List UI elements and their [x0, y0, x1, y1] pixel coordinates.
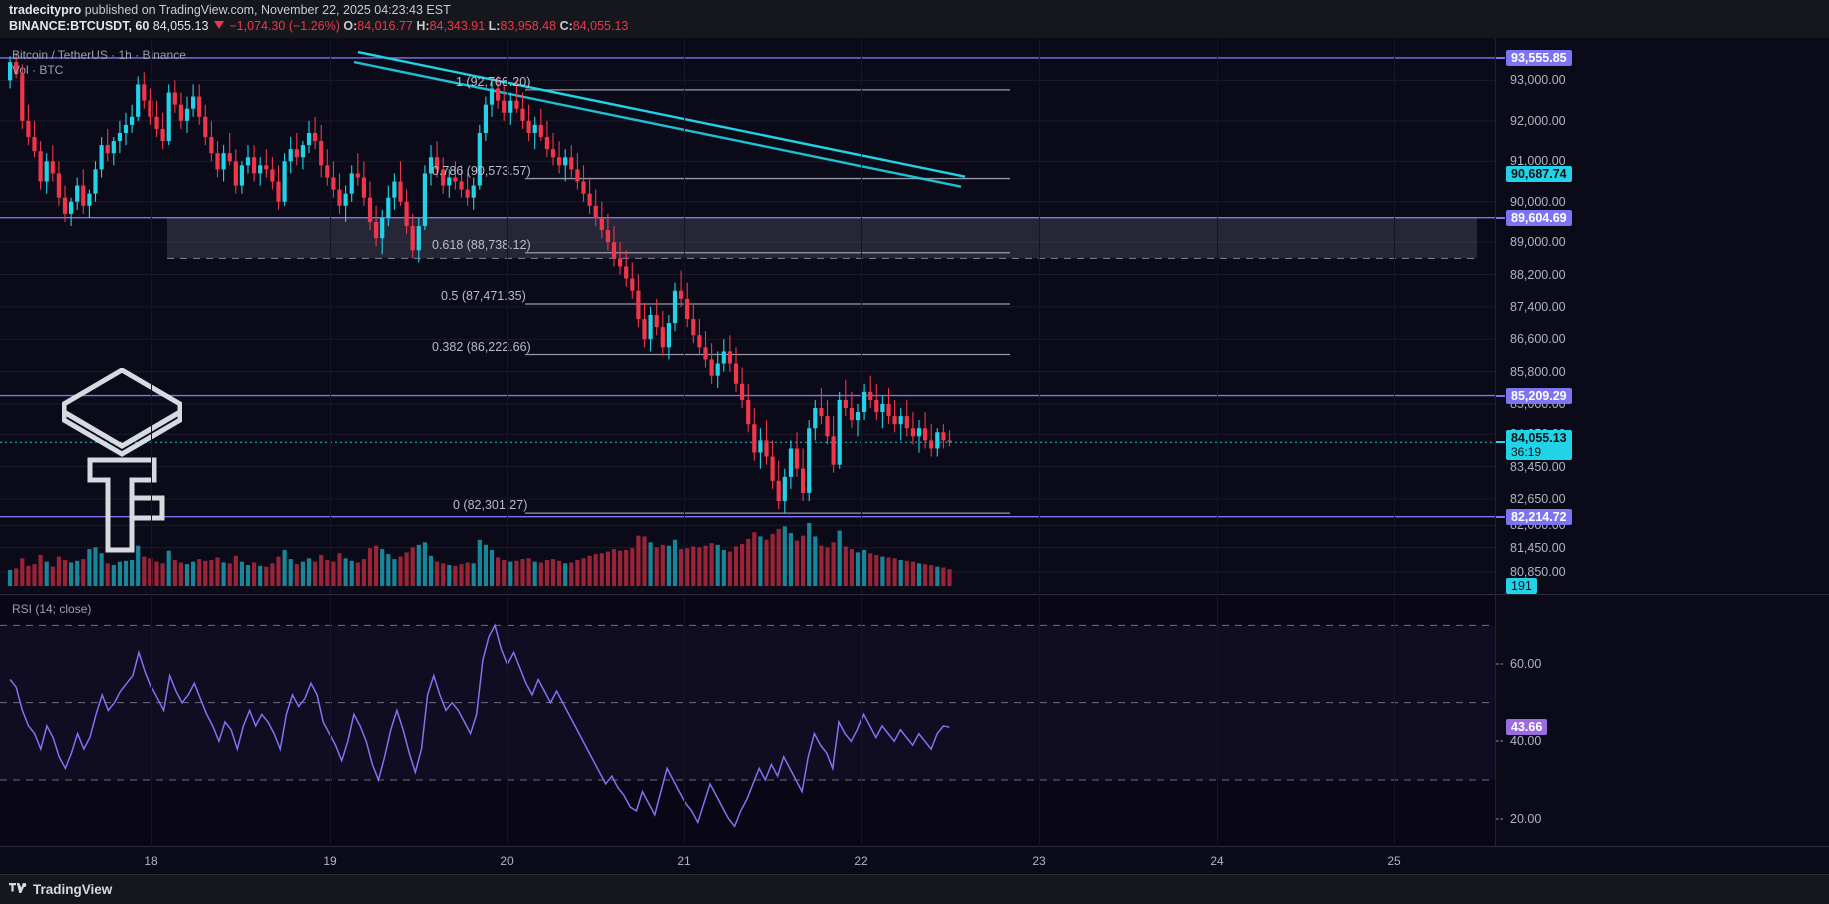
time-axis[interactable]: 18 19 20 21 22 23 24 25	[0, 39, 1829, 875]
chart-header: tradecitypro published on TradingView.co…	[0, 0, 1829, 38]
open-value: 84,016.77	[357, 19, 413, 33]
time-axis-tick: 25	[1387, 854, 1401, 868]
time-gridline	[507, 39, 508, 847]
rsi-axis-marker	[1496, 663, 1503, 665]
price-down-arrow-icon	[213, 21, 224, 29]
low-key: L:	[488, 19, 501, 33]
time-gridline	[861, 39, 862, 847]
rsi-axis-marker	[1496, 740, 1503, 742]
rsi-axis-tick: 60.00	[1510, 657, 1542, 671]
price-axis-tick: 87,400.00	[1510, 299, 1566, 314]
price-tag-connector	[1496, 394, 1505, 397]
tradingview-branding[interactable]: TradingView	[9, 881, 112, 897]
change-percent: (−1.26%)	[288, 19, 340, 33]
watermark-icon	[61, 367, 183, 553]
price-axis-tick: 86,600.00	[1510, 332, 1566, 347]
tradecitypro-watermark-logo	[61, 367, 183, 558]
pane-divider-price-rsi[interactable]	[0, 594, 1829, 595]
fib-level-label-0-618: 0.618 (88,738.12)	[432, 237, 531, 252]
price-axis-tag-purple[interactable]: 89,604.69	[1506, 209, 1572, 226]
fib-level-label-0: 0 (82,301.27)	[453, 498, 528, 513]
rsi-axis-tick: 20.00	[1510, 811, 1542, 826]
fib-level-label-0-382: 0.382 (86,222.66)	[432, 339, 531, 354]
price-axis-tag-purple[interactable]: 93,555.85	[1506, 49, 1572, 66]
time-gridline	[151, 39, 152, 847]
price-canvas	[0, 50, 1495, 573]
price-axis-tick: 93,000.00	[1510, 73, 1566, 88]
time-axis-tick: 18	[144, 854, 158, 868]
tradingview-brand-label: TradingView	[33, 881, 113, 897]
rsi-axis-tick: 40.00	[1510, 734, 1542, 749]
price-axis-tag-purple[interactable]: 85,209.29	[1506, 387, 1572, 404]
close-key: C:	[559, 19, 573, 33]
price-axis-tick: 89,000.00	[1510, 235, 1566, 250]
price-axis-tick: 90,000.00	[1510, 194, 1566, 209]
price-axis-tick: 81,450.00	[1510, 540, 1566, 555]
price-axis-tag-purple[interactable]: 82,214.72	[1506, 508, 1572, 525]
publisher-name: tradecitypro	[9, 3, 82, 17]
rsi-axis-marker	[1496, 818, 1503, 820]
volume-series-legend[interactable]: Vol · BTC	[12, 63, 64, 77]
price-axis-tick: 91,000.00	[1510, 154, 1566, 169]
time-axis-tick: 21	[677, 854, 691, 868]
time-gridline	[1217, 39, 1218, 847]
last-price-value: 84,055.13	[152, 19, 209, 33]
time-gridline	[330, 39, 331, 847]
high-key: H:	[416, 19, 430, 33]
symbol-quote-line: BINANCE:BTCUSDT, 60 84,055.13 −1,074.30 …	[9, 19, 628, 33]
volume-canvas	[8, 523, 952, 586]
open-key: O:	[343, 19, 358, 33]
fib-level-label-0-786: 0.786 (90,573.57)	[432, 163, 531, 178]
rsi-legend[interactable]: RSI (14; close)	[12, 602, 92, 616]
price-axis-tag-label: 93,555.85	[1511, 50, 1567, 65]
rsi-plot-area[interactable]	[0, 596, 1495, 846]
price-tag-connector	[1496, 56, 1505, 59]
time-gridline	[1394, 39, 1395, 847]
price-axis-tag-label: 85,209.29	[1511, 388, 1567, 403]
high-value: 84,343.91	[429, 19, 486, 33]
time-axis-tick: 23	[1032, 854, 1046, 868]
price-axis-tick: 82,650.00	[1510, 492, 1566, 507]
price-axis-tag-cyan[interactable]: 90,687.74	[1506, 165, 1572, 182]
price-axis-tick: 92,000.00	[1510, 113, 1566, 128]
price-tag-connector	[1496, 216, 1505, 219]
time-axis-tick: 19	[323, 854, 337, 868]
time-gridline	[684, 39, 685, 847]
time-gridline	[1039, 39, 1040, 847]
time-axis-tick: 20	[500, 854, 514, 868]
price-axis-tick: 80,850.00	[1510, 564, 1566, 579]
price-axis-tick: 88,200.00	[1510, 267, 1566, 282]
price-axis-tag-label: 84,055.13	[1511, 431, 1567, 446]
tradingview-logo-icon	[9, 883, 27, 893]
price-axis-tag-cyan[interactable]: 84,055.13 36:19	[1506, 430, 1572, 461]
axis-divider	[1496, 594, 1829, 595]
countdown-timer: 36:19	[1511, 445, 1542, 460]
publisher-line: tradecitypro published on TradingView.co…	[9, 3, 451, 17]
close-value: 84,055.13	[572, 19, 629, 33]
price-tag-connector	[1496, 441, 1505, 444]
fib-level-label-0-5: 0.5 (87,471.35)	[441, 289, 526, 304]
price-plot-area[interactable]	[0, 38, 1495, 594]
main-series-legend[interactable]: Bitcoin / TetherUS · 1h · Binance	[12, 48, 186, 62]
price-axis-tag-label: 89,604.69	[1511, 210, 1567, 225]
fib-level-label-1: 1 (92,766.20)	[456, 74, 531, 89]
rsi-canvas	[0, 623, 1495, 828]
symbol-label[interactable]: BINANCE:BTCUSDT, 60	[9, 19, 150, 33]
volume-axis-tag[interactable]: 191	[1506, 578, 1537, 594]
published-text: published on TradingView.com, November 2…	[84, 3, 451, 17]
price-axis-tag-label: 90,687.74	[1511, 166, 1567, 181]
time-axis-tick: 24	[1210, 854, 1224, 868]
time-axis-tick: 22	[854, 854, 868, 868]
price-axis-tick: 85,800.00	[1510, 364, 1566, 379]
change-absolute: −1,074.30	[229, 19, 286, 33]
price-tag-connector	[1496, 515, 1505, 518]
price-axis-tick: 83,450.00	[1510, 459, 1566, 474]
price-axis[interactable]: 93,000.00 92,000.00 91,000.00 90,000.00 89,0…	[1495, 38, 1829, 846]
low-value: 83,958.48	[500, 19, 557, 33]
chart-footer: TradingView	[0, 874, 1829, 904]
price-axis-tag-label: 82,214.72	[1511, 509, 1567, 524]
rsi-value-tag[interactable]: 43.66	[1506, 719, 1548, 736]
